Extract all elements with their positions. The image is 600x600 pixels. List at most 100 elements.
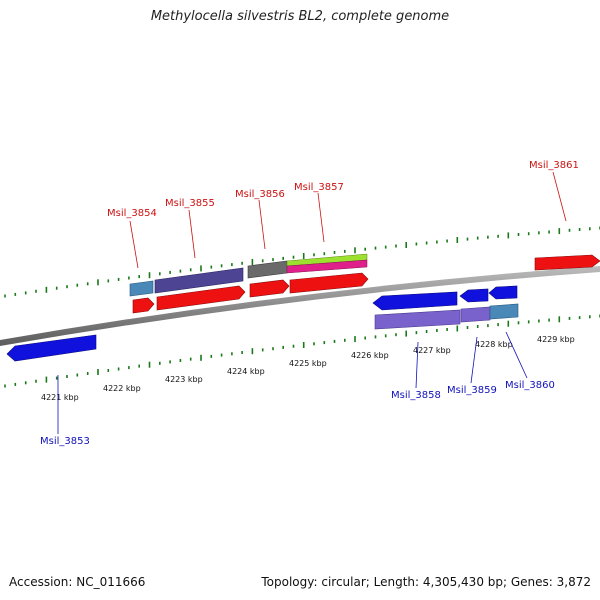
scale-major-tick xyxy=(558,228,561,235)
gene-msil-3855-cds[interactable] xyxy=(156,285,246,311)
scale-minor-tick xyxy=(497,323,499,327)
scale-minor-tick xyxy=(476,236,479,240)
scale-major-tick xyxy=(251,259,254,265)
scale-major-tick xyxy=(45,286,48,293)
scale-minor-tick xyxy=(446,328,448,331)
scale-minor-tick xyxy=(589,315,591,319)
tick-label-4226: 4226 kbp xyxy=(351,351,389,360)
scale-minor-tick xyxy=(446,239,448,243)
scale-minor-tick xyxy=(66,375,68,378)
gene-label-msil-3853[interactable]: Msil_3853 xyxy=(40,436,90,447)
scale-minor-tick xyxy=(261,348,264,352)
gene-label-msil-3858[interactable]: Msil_3858 xyxy=(391,390,441,401)
gene-label-msil-3854[interactable]: Msil_3854 xyxy=(107,208,157,219)
scale-minor-tick xyxy=(76,373,79,377)
scale-minor-tick xyxy=(169,360,171,364)
gene-msil-3860-cds[interactable] xyxy=(488,285,518,300)
scale-minor-tick xyxy=(179,269,182,273)
scale-minor-tick xyxy=(159,272,161,276)
scale-major-tick xyxy=(405,330,407,337)
tick-label-4223: 4223 kbp xyxy=(165,375,203,384)
scale-major-tick xyxy=(456,325,459,332)
scale-minor-tick xyxy=(24,291,27,295)
gene-label-msil-3857[interactable]: Msil_3857 xyxy=(294,182,344,193)
scale-minor-tick xyxy=(86,372,89,375)
scale-minor-tick xyxy=(241,351,243,354)
gene-label-msil-3861[interactable]: Msil_3861 xyxy=(529,160,579,171)
scale-major-tick xyxy=(148,272,151,279)
scale-major-tick xyxy=(97,369,99,375)
scale-minor-tick xyxy=(128,366,130,370)
scale-major-tick xyxy=(507,232,510,239)
forward-scale-track xyxy=(4,226,600,298)
scale-minor-tick xyxy=(272,347,274,351)
scale-minor-tick xyxy=(466,237,469,241)
scale-minor-tick xyxy=(76,283,79,287)
gene-msil-3859-cds[interactable] xyxy=(459,288,489,303)
leader-msil-3856 xyxy=(258,199,266,250)
feature-layer xyxy=(6,253,600,362)
scale-minor-tick xyxy=(107,369,110,372)
leader-msil-3860 xyxy=(505,331,528,379)
scale-minor-tick xyxy=(117,277,120,281)
gene-msil-3860-product[interactable] xyxy=(489,303,519,320)
scale-minor-tick xyxy=(4,384,6,388)
gene-msil-3856-cds[interactable] xyxy=(249,279,290,298)
scale-minor-tick xyxy=(66,285,68,289)
scale-minor-tick xyxy=(231,352,233,356)
genome-summary-text: Topology: circular; Length: 4,305,430 bp… xyxy=(261,575,591,589)
gene-msil-3861-cds[interactable] xyxy=(534,254,600,271)
gene-label-msil-3855[interactable]: Msil_3855 xyxy=(165,198,215,209)
scale-minor-tick xyxy=(128,276,130,280)
gene-label-msil-3860[interactable]: Msil_3860 xyxy=(505,380,555,391)
scale-minor-tick xyxy=(313,253,315,257)
leader-msil-3861 xyxy=(552,171,567,222)
gene-msil-3854-cds[interactable] xyxy=(132,297,155,314)
leader-msil-3855 xyxy=(188,209,196,259)
scale-minor-tick xyxy=(313,342,315,346)
scale-minor-tick xyxy=(55,286,58,290)
scale-minor-tick xyxy=(466,326,469,329)
gene-label-leaders xyxy=(57,171,567,434)
scale-minor-tick xyxy=(241,261,243,265)
scale-minor-tick xyxy=(517,321,520,325)
gene-label-msil-3859[interactable]: Msil_3859 xyxy=(447,385,497,396)
scale-major-tick xyxy=(302,342,305,348)
scale-tick-labels: 4221 kbp 4222 kbp 4223 kbp 4224 kbp 4225… xyxy=(41,335,575,402)
gene-msil-3857-cds[interactable] xyxy=(289,272,369,294)
scale-minor-tick xyxy=(487,324,489,328)
scale-minor-tick xyxy=(107,279,110,283)
gene-label-msil-3856[interactable]: Msil_3856 xyxy=(235,189,285,200)
scale-minor-tick xyxy=(333,339,336,343)
scale-major-tick xyxy=(45,376,48,383)
tick-label-4229: 4229 kbp xyxy=(537,335,575,344)
tick-label-4222: 4222 kbp xyxy=(103,384,141,393)
gene-msil-3854-product[interactable] xyxy=(129,280,154,297)
scale-minor-tick xyxy=(117,367,120,371)
gene-msil-3857-product-magenta[interactable] xyxy=(286,259,368,274)
gene-msil-3856-product[interactable] xyxy=(247,260,288,279)
gene-msil-3859-product[interactable] xyxy=(460,306,491,323)
scale-major-tick xyxy=(302,253,305,259)
gene-msil-3858-product[interactable] xyxy=(374,309,461,330)
gene-msil-3855-product[interactable] xyxy=(154,267,244,294)
leader-msil-3854 xyxy=(129,220,139,269)
tick-label-4225: 4225 kbp xyxy=(289,359,327,368)
scale-major-tick xyxy=(405,242,407,248)
scale-minor-tick xyxy=(292,344,295,348)
scale-minor-tick xyxy=(323,252,326,256)
scale-minor-tick xyxy=(538,231,540,235)
scale-minor-tick xyxy=(425,241,428,245)
scale-minor-tick xyxy=(220,353,223,357)
scale-minor-tick xyxy=(497,234,499,238)
scale-minor-tick xyxy=(589,227,591,231)
scale-major-tick xyxy=(148,361,151,368)
scale-major-tick xyxy=(354,336,356,343)
gene-msil-3853-cds[interactable] xyxy=(6,334,97,362)
gene-msil-3858-cds[interactable] xyxy=(372,291,458,311)
scale-minor-tick xyxy=(14,382,17,386)
scale-minor-tick xyxy=(189,268,192,272)
scale-minor-tick xyxy=(210,354,213,358)
scale-minor-tick xyxy=(344,338,346,342)
